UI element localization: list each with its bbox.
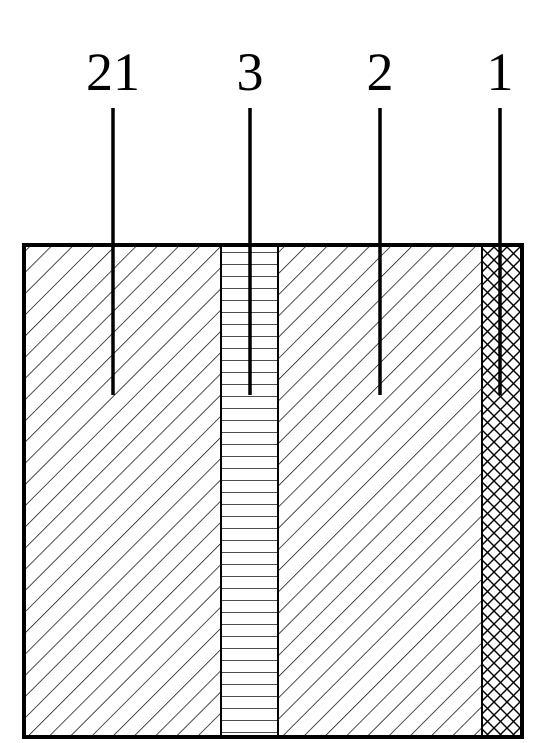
- diagram-svg: 21321: [0, 0, 547, 743]
- label-21: 21: [86, 42, 140, 102]
- label-2: 2: [367, 42, 394, 102]
- region-1: [482, 245, 522, 737]
- regions-group: [24, 245, 522, 737]
- label-3: 3: [237, 42, 264, 102]
- labels-group: 21321: [86, 42, 514, 102]
- label-1: 1: [487, 42, 514, 102]
- region-21: [24, 245, 221, 737]
